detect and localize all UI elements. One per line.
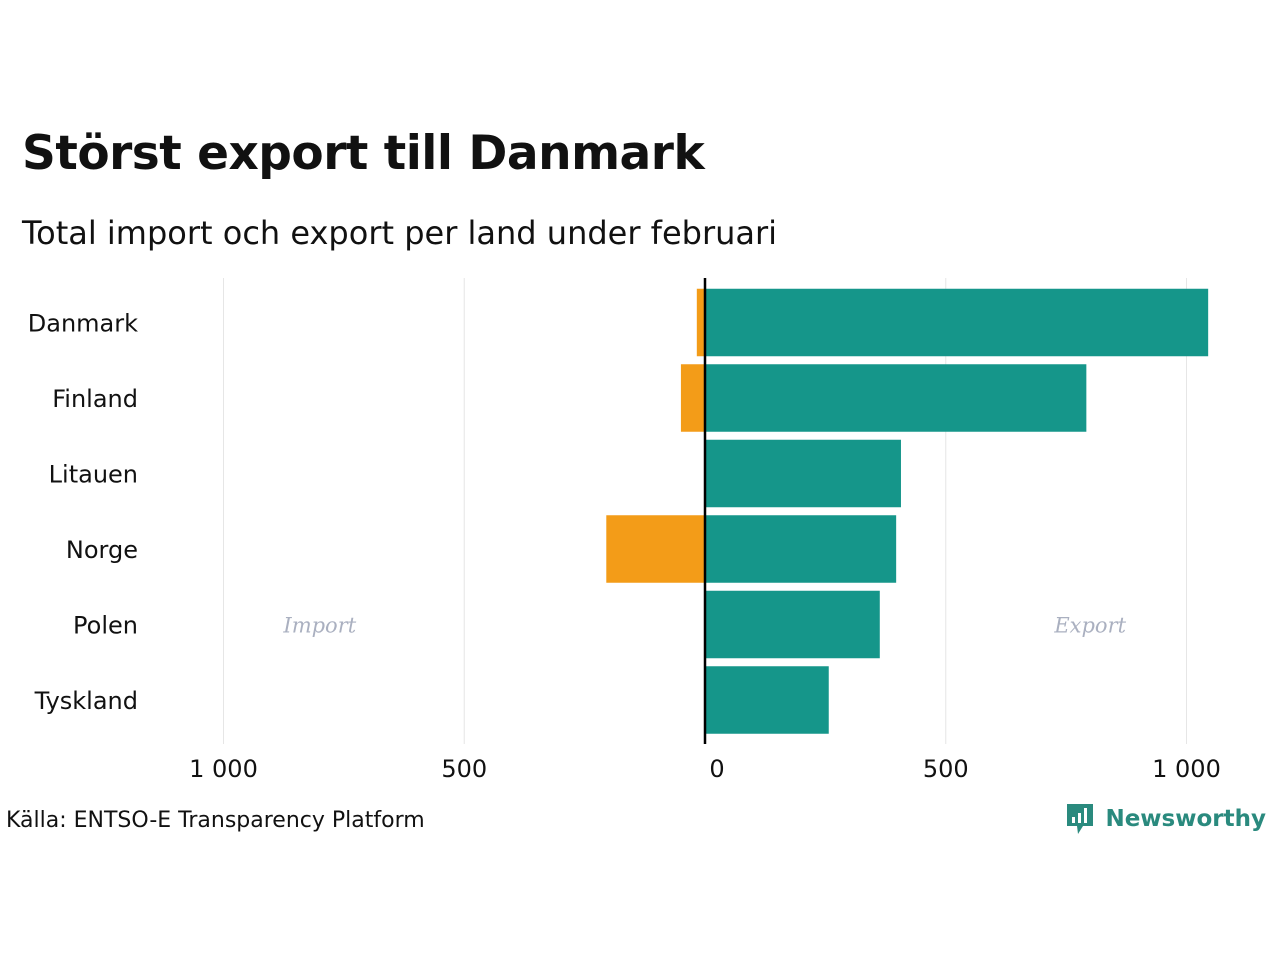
import-bar [696,288,705,357]
bars [606,278,1209,744]
category-label: Tyskland [34,687,138,715]
chart-subtitle: Total import och export per land under f… [22,214,778,252]
newsworthy-logo-icon [1067,804,1094,834]
brand-name: Newsworthy [1105,806,1266,832]
brand-logo: Newsworthy [1065,802,1266,836]
import-bar [680,364,705,432]
export-bar [705,439,901,508]
x-tick-label: 1 000 [189,755,258,783]
import-bar [606,515,705,583]
chart-title: Störst export till Danmark [22,126,705,181]
export-bar [705,666,829,734]
import-annotation: Import [282,614,356,638]
x-tick-label: 500 [923,755,969,783]
category-label: Polen [73,612,138,640]
x-tick-label: 500 [441,755,487,783]
category-label: Litauen [49,461,138,489]
export-annotation: Export [1053,614,1126,638]
export-bar [705,590,880,659]
export-bar [705,288,1209,357]
category-label: Danmark [28,310,138,338]
labels: Danmark Finland Litauen Norge Polen Tyskland 1… [28,310,1221,784]
source-note: Källa: ENTSO-E Transparency Platform [6,808,425,833]
export-bar [705,364,1087,432]
category-label: Finland [52,385,138,413]
x-tick-label: 1 000 [1152,755,1221,783]
x-tick-label: 0 [709,755,724,783]
category-label: Norge [66,536,138,564]
export-bar [705,515,897,583]
bar-chart: Danmark Finland Litauen Norge Polen Tyskland 1… [28,278,1221,784]
